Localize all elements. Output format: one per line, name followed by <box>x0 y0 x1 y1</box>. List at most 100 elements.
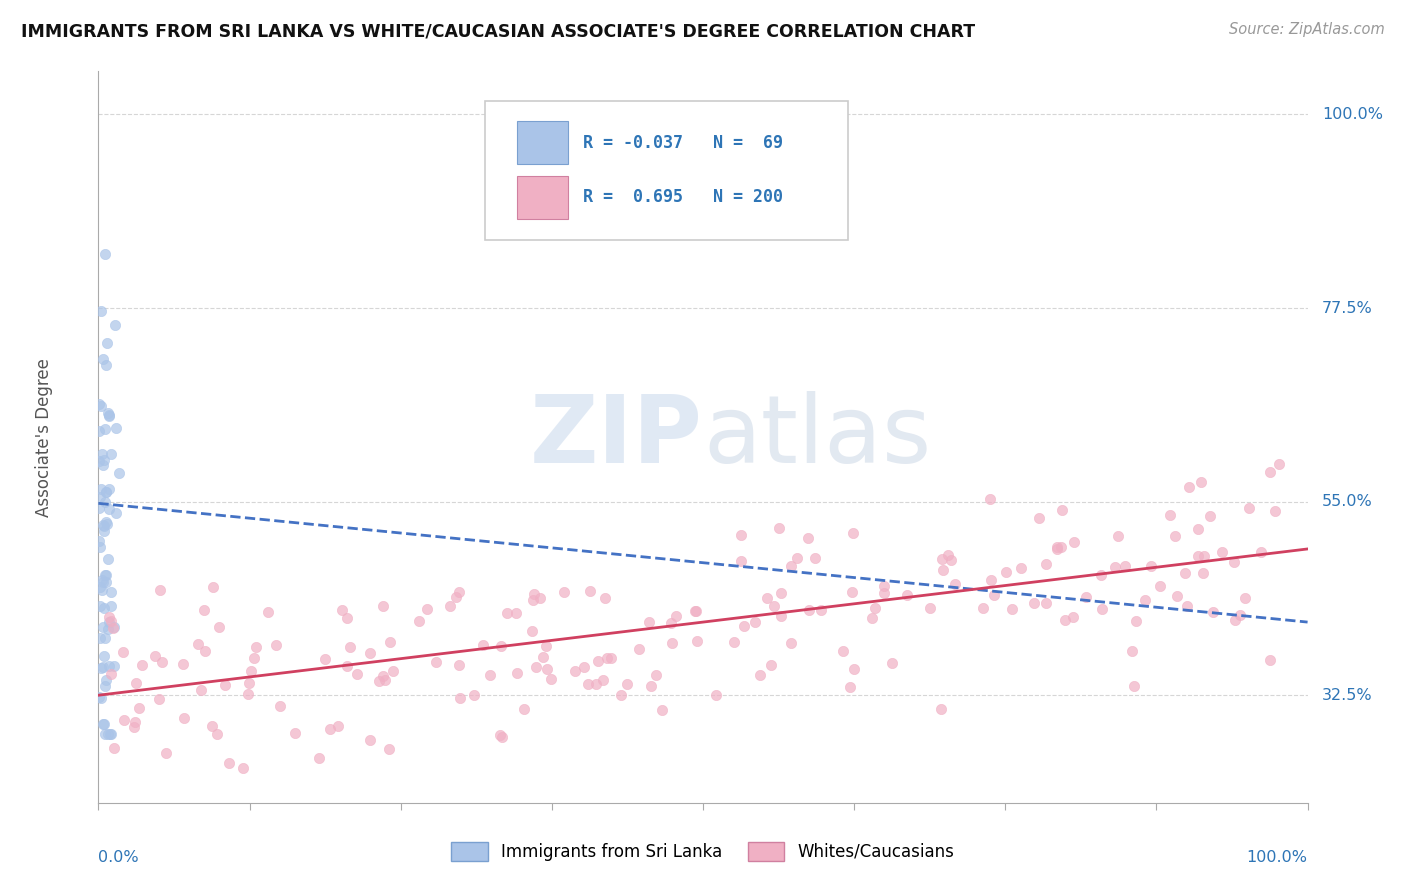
Point <box>90 304 112 318</box>
Point <box>94 680 117 694</box>
Point <box>586 654 609 668</box>
Point <box>896 588 918 602</box>
Text: 32.5%: 32.5% <box>1322 688 1372 703</box>
Point <box>972 601 994 615</box>
Point <box>103 621 125 635</box>
Point <box>1125 614 1147 628</box>
Point <box>1159 508 1181 523</box>
Point <box>190 682 212 697</box>
Point <box>93 519 115 533</box>
Point <box>100 727 122 741</box>
Point <box>1199 508 1222 523</box>
Point <box>873 586 896 600</box>
Point <box>936 548 959 562</box>
Point <box>449 691 471 706</box>
Point <box>96 516 118 530</box>
Point <box>97 501 120 516</box>
Point <box>93 717 115 731</box>
Text: 55.0%: 55.0% <box>1322 494 1372 509</box>
Point <box>595 651 617 665</box>
Point <box>1264 504 1286 518</box>
Point <box>564 664 586 678</box>
Point <box>730 528 752 542</box>
Point <box>786 551 808 566</box>
Point <box>408 614 430 628</box>
Point <box>96 517 118 532</box>
Point <box>93 632 115 646</box>
Point <box>236 687 259 701</box>
Point <box>929 702 952 716</box>
Point <box>683 604 706 618</box>
Point <box>1046 541 1069 555</box>
Point <box>238 676 260 690</box>
Point <box>665 608 688 623</box>
Point <box>1076 591 1098 605</box>
Point <box>1187 522 1209 536</box>
Point <box>105 421 128 435</box>
Point <box>1050 503 1073 517</box>
Point <box>193 644 215 658</box>
Point <box>756 591 779 606</box>
Point <box>103 619 125 633</box>
Point <box>90 582 112 597</box>
Point <box>505 606 527 620</box>
Point <box>638 615 661 630</box>
Point <box>124 715 146 730</box>
Point <box>173 711 195 725</box>
Point <box>284 726 307 740</box>
Point <box>91 660 114 674</box>
Point <box>1104 560 1126 574</box>
Point <box>232 761 254 775</box>
Point <box>616 677 638 691</box>
Point <box>534 639 557 653</box>
Point <box>100 666 122 681</box>
Point <box>373 599 395 613</box>
Point <box>1250 545 1272 559</box>
Point <box>1229 607 1251 622</box>
Point <box>505 665 527 680</box>
Point <box>93 458 115 472</box>
Point <box>540 672 562 686</box>
Point <box>193 603 215 617</box>
Point <box>373 669 395 683</box>
Point <box>98 615 121 629</box>
Point <box>93 524 115 538</box>
Point <box>104 507 127 521</box>
Point <box>336 611 359 625</box>
Point <box>218 756 240 771</box>
Point <box>524 660 547 674</box>
Point <box>131 658 153 673</box>
Point <box>1054 613 1077 627</box>
Point <box>1149 579 1171 593</box>
Point <box>90 482 112 496</box>
Point <box>104 318 127 333</box>
Point <box>931 551 953 566</box>
Point <box>447 658 470 673</box>
Point <box>496 606 519 620</box>
Point <box>382 665 405 679</box>
Point <box>155 747 177 761</box>
Point <box>1268 457 1291 471</box>
Point <box>359 733 381 747</box>
Point <box>94 727 117 741</box>
Point <box>96 358 118 372</box>
Point <box>97 727 120 741</box>
Point <box>425 656 447 670</box>
Point <box>1000 602 1022 616</box>
Point <box>96 484 118 499</box>
Point <box>98 482 121 496</box>
Point <box>93 517 115 532</box>
Point <box>578 676 600 690</box>
Point <box>91 575 114 590</box>
Point <box>214 678 236 692</box>
Point <box>1010 561 1032 575</box>
Point <box>831 644 853 658</box>
Point <box>763 599 786 613</box>
Point <box>87 533 110 548</box>
Point <box>585 677 607 691</box>
Point <box>96 335 118 350</box>
Text: ZIP: ZIP <box>530 391 703 483</box>
Point <box>314 652 336 666</box>
Point <box>308 751 330 765</box>
Point <box>97 622 120 636</box>
